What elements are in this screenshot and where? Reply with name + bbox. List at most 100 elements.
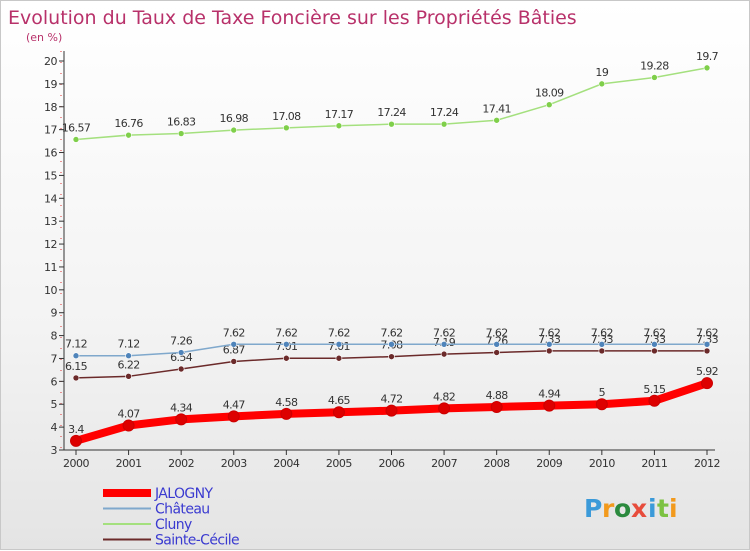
- data-label: 17.24: [430, 106, 459, 119]
- data-point: [230, 358, 238, 365]
- data-label: 3.4: [68, 423, 84, 436]
- data-point: [122, 419, 135, 432]
- data-label: 6.87: [223, 343, 246, 356]
- data-point: [651, 74, 658, 81]
- data-point: [545, 347, 553, 355]
- data-label: 19.28: [640, 59, 669, 72]
- data-label: 4.47: [223, 398, 246, 411]
- data-label: 7.62: [380, 326, 402, 339]
- data-label: 17.17: [325, 108, 354, 121]
- data-point: [545, 101, 553, 109]
- data-point: [703, 347, 711, 355]
- data-label: 7.62: [538, 326, 560, 339]
- data-point: [125, 352, 132, 360]
- x-tick-label: 2005: [326, 457, 352, 470]
- x-tick-label: 2000: [63, 457, 89, 470]
- data-label: 4.82: [433, 390, 455, 403]
- data-point: [490, 400, 503, 413]
- data-label: 7.33: [591, 333, 614, 346]
- series-sainte-cecile: 6.156.226.546.877.017.017.087.197.267.33…: [65, 333, 719, 382]
- data-point: [283, 354, 290, 362]
- data-label: 5.92: [696, 365, 718, 378]
- data-point: [388, 120, 395, 128]
- data-point: [177, 130, 185, 137]
- logo-letter: i: [648, 494, 657, 523]
- data-label: 7.62: [328, 326, 350, 339]
- data-label: 6.22: [118, 358, 140, 371]
- data-point: [177, 365, 185, 373]
- data-label: 7.62: [696, 326, 718, 339]
- x-tick-label: 2007: [431, 457, 457, 470]
- x-tick-label: 2001: [116, 457, 142, 470]
- data-point: [440, 340, 448, 348]
- data-point: [703, 64, 711, 72]
- data-point: [125, 373, 132, 380]
- data-point: [227, 410, 240, 423]
- chart-title: Evolution du Taux de Taxe Foncière sur l…: [8, 7, 577, 29]
- data-label: 16.57: [62, 121, 91, 134]
- logo-letter: i: [669, 494, 678, 523]
- data-label: 4.88: [486, 389, 509, 402]
- logo-letter: t: [657, 494, 669, 523]
- x-tick-label: 2003: [221, 457, 247, 470]
- legend-label: Château: [155, 502, 210, 518]
- data-label: 5: [599, 386, 606, 399]
- y-tick-label: 6: [51, 375, 58, 388]
- y-tick-label: 9: [51, 307, 58, 320]
- data-point: [72, 352, 80, 360]
- data-point: [598, 347, 606, 355]
- x-tick-label: 2009: [536, 457, 562, 470]
- data-label: 6.54: [170, 351, 193, 364]
- y-tick-label: 10: [44, 284, 57, 297]
- y-tick-label: 7: [51, 352, 58, 365]
- y-tick-label: 11: [44, 261, 57, 274]
- logo-letter: o: [614, 494, 631, 523]
- axes: 3 4 5 6 7 8 9 10 11 12 13 14 15 16 17 18 19 20 2000 2001 200…: [44, 51, 721, 470]
- data-point: [230, 126, 238, 134]
- y-tick-label: 4: [51, 421, 58, 434]
- data-label: 7.12: [65, 338, 87, 351]
- series-chateau: 7.12 7.12 7.26 7.62 7.62 7.62 7.62 7.62 7.62 7.62…: [65, 326, 719, 360]
- data-label: 4.07: [118, 408, 141, 421]
- data-label: 7.62: [486, 326, 508, 339]
- data-point: [125, 131, 132, 139]
- data-point: [493, 116, 500, 124]
- y-tick-label: 5: [51, 398, 58, 411]
- data-point: [598, 340, 606, 348]
- data-point: [493, 349, 500, 356]
- data-label: 16.76: [114, 117, 143, 130]
- data-point: [72, 136, 80, 143]
- data-label: 4.94: [538, 388, 561, 401]
- data-point: [545, 340, 553, 348]
- data-label: 7.62: [433, 326, 455, 339]
- data-label: 7.33: [643, 333, 666, 346]
- data-label: 4.65: [328, 394, 351, 407]
- data-point: [651, 340, 658, 348]
- data-label: 16.98: [220, 112, 249, 125]
- data-point: [388, 353, 395, 360]
- y-tick-label: 14: [44, 192, 57, 205]
- data-label: 7.12: [118, 338, 140, 351]
- data-label: 19: [595, 66, 608, 79]
- data-point: [440, 120, 448, 128]
- data-point: [283, 124, 290, 132]
- data-point: [385, 404, 398, 417]
- x-tick-label: 2004: [273, 457, 299, 470]
- data-point: [388, 340, 395, 348]
- data-point: [175, 413, 188, 426]
- y-tick-label: 19: [44, 78, 57, 91]
- data-label: 4.58: [275, 396, 298, 409]
- data-point: [703, 340, 711, 348]
- chart-subtitle: (en %): [26, 31, 62, 44]
- logo-letter: x: [631, 494, 647, 523]
- data-label: 17.08: [272, 110, 301, 123]
- series-line-cluny: [75, 67, 708, 141]
- data-label: 4.72: [380, 393, 402, 406]
- data-label: 5.15: [643, 383, 666, 396]
- data-point: [280, 407, 293, 420]
- y-tick-label: 16: [44, 147, 57, 160]
- data-point: [72, 374, 80, 382]
- data-label: 4.34: [170, 401, 193, 414]
